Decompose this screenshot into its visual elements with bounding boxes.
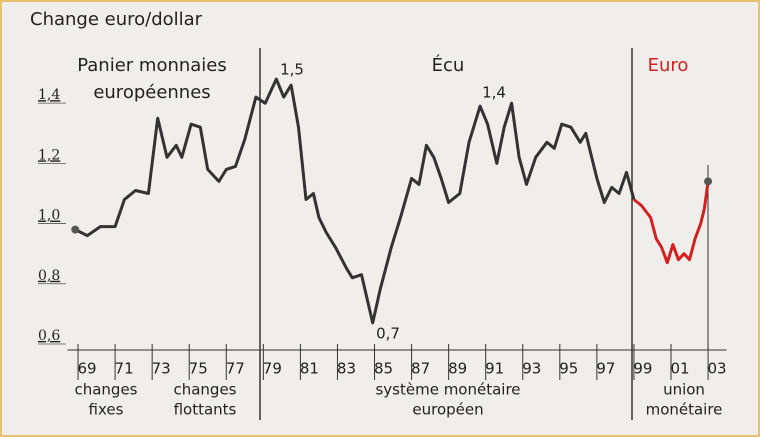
- period-label: monétaire: [646, 401, 723, 419]
- y-tick-label: 1,2: [38, 147, 60, 163]
- x-tick-label: 93: [522, 360, 541, 378]
- y-tick-label: 1,0: [38, 208, 60, 224]
- annotation: Euro: [648, 55, 689, 76]
- period-label: union: [663, 381, 705, 399]
- annotation: Écu: [432, 54, 465, 76]
- x-tick-label: 71: [115, 360, 134, 378]
- x-tick-label: 85: [374, 360, 393, 378]
- period-label: européen: [412, 401, 483, 419]
- x-tick-label: 95: [559, 360, 578, 378]
- y-tick-label: 0,8: [38, 268, 60, 284]
- period-label: flottants: [174, 401, 237, 419]
- annotation: européennes: [93, 82, 210, 103]
- x-tick-label: 69: [77, 360, 96, 378]
- line-series: [74, 77, 636, 325]
- x-tick-label: 91: [485, 360, 504, 378]
- x-tick-label: 73: [152, 360, 171, 378]
- annotation: 1,5: [280, 61, 304, 79]
- start-point: [71, 225, 80, 234]
- end-point: [704, 177, 713, 186]
- annotation: 0,7: [376, 325, 400, 343]
- x-tick-label: 77: [226, 360, 245, 378]
- x-tick-label: 81: [300, 360, 319, 378]
- chart-title: Change euro/dollar: [30, 9, 203, 30]
- period-label: système monétaire: [375, 381, 520, 399]
- x-tick-label: 87: [411, 360, 430, 378]
- x-tick-label: 75: [189, 360, 208, 378]
- x-tick-label: 99: [633, 360, 652, 378]
- annotation: 1,4: [482, 84, 506, 102]
- x-tick-label: 03: [708, 360, 727, 378]
- x-tick-label: 01: [670, 360, 689, 378]
- x-tick-label: 79: [263, 360, 282, 378]
- y-tick-label: 0,6: [38, 328, 60, 344]
- period-label: changes: [74, 381, 137, 399]
- x-tick-label: 83: [337, 360, 356, 378]
- annotation: Panier monnaies: [77, 55, 227, 76]
- period-label: changes: [173, 381, 236, 399]
- x-tick-label: 97: [596, 360, 615, 378]
- x-tick-label: 89: [448, 360, 467, 378]
- line-series: [632, 181, 710, 265]
- period-label: fixes: [89, 401, 124, 419]
- y-tick-label: 1,4: [38, 87, 60, 103]
